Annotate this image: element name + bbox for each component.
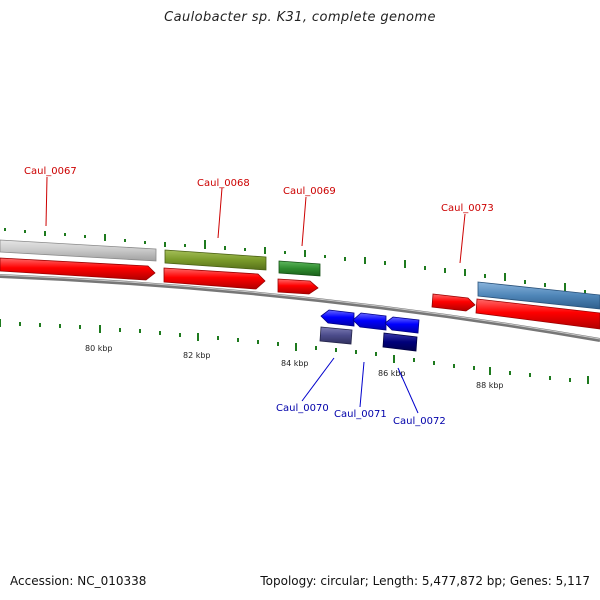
gene-label-caul-0072[interactable]: Caul_0072: [393, 416, 446, 427]
cds-arrow-caul-0069[interactable]: [277, 278, 319, 295]
gene-label-caul-0070[interactable]: Caul_0070: [276, 403, 329, 414]
feature-bar-olive[interactable]: [164, 249, 267, 271]
inner-tick-ring: [0, 319, 589, 384]
feature-bar-gray[interactable]: [0, 239, 157, 262]
feature-bar-green[interactable]: [278, 260, 321, 277]
cds-arrow-caul-0073-continuation[interactable]: [475, 298, 600, 330]
feature-bar-navy[interactable]: [382, 332, 418, 352]
leader-line-caul-0069: [301, 196, 307, 247]
cds-arrow-caul-0068[interactable]: [163, 267, 266, 290]
gene-label-caul-0071[interactable]: Caul_0071: [334, 409, 387, 420]
feature-bar-slate[interactable]: [319, 326, 353, 345]
gene-label-caul-0068[interactable]: Caul_0068: [197, 178, 250, 189]
tick-label: 82 kbp: [183, 351, 211, 360]
leader-line-caul-0073: [459, 213, 466, 264]
cds-arrow-caul-0067[interactable]: [0, 257, 156, 281]
gene-label-caul-0073[interactable]: Caul_0073: [441, 203, 494, 214]
genome-stats-label: Topology: circular; Length: 5,477,872 bp…: [260, 574, 590, 588]
cds-arrow-caul-0070[interactable]: [320, 309, 355, 327]
tick-label: 86 kbp: [378, 369, 406, 378]
leader-line-caul-0067: [45, 176, 48, 227]
cds-arrow-caul-0073[interactable]: [431, 293, 476, 312]
genome-backbone: [0, 274, 600, 342]
leader-line-caul-0070: [301, 357, 335, 402]
tick-label: 80 kbp: [85, 344, 113, 353]
gene-label-caul-0067[interactable]: Caul_0067: [24, 166, 77, 177]
leader-line-caul-0068: [217, 187, 223, 239]
cds-arrow-caul-0071[interactable]: [352, 312, 387, 331]
genome-backbone-highlight: [0, 274, 600, 340]
gene-label-caul-0069[interactable]: Caul_0069: [283, 186, 336, 197]
outer-tick-ring: [4, 228, 586, 294]
accession-label: Accession: NC_010338: [10, 574, 147, 588]
leader-line-caul-0071: [359, 361, 365, 408]
tick-label: 84 kbp: [281, 359, 309, 368]
tick-label: 88 kbp: [476, 381, 504, 390]
map-title: Caulobacter sp. K31, complete genome: [164, 10, 436, 25]
cds-arrow-caul-0072[interactable]: [384, 316, 420, 334]
feature-bar-steelblue[interactable]: [477, 281, 600, 310]
leader-line-caul-0072: [397, 367, 419, 414]
